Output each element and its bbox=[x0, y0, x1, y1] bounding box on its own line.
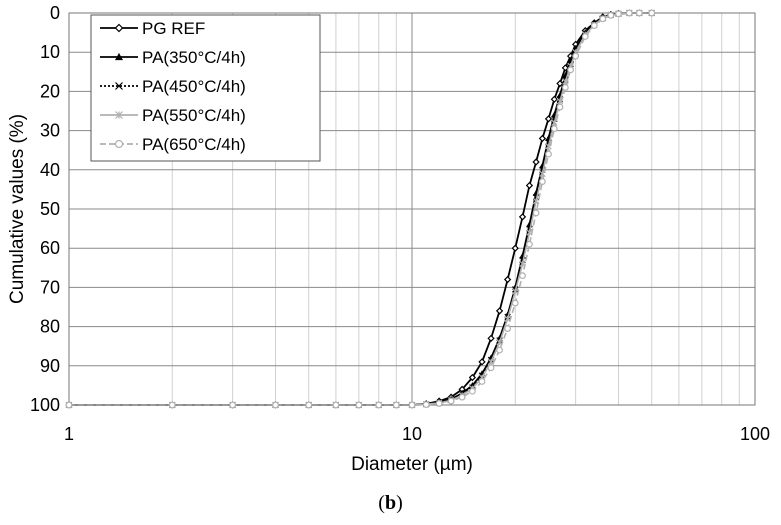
x-axis-title: Diameter (µm) bbox=[351, 454, 473, 475]
y-axis-ticks: 0 10 20 30 40 50 60 70 80 90 100 bbox=[30, 3, 60, 415]
y-tick-label: 20 bbox=[40, 81, 60, 101]
x-tick-label: 100 bbox=[740, 424, 770, 444]
data-point bbox=[550, 95, 558, 103]
caption-letter: b bbox=[384, 492, 397, 514]
data-point bbox=[526, 240, 533, 248]
legend-label: PA(550°C/4h) bbox=[142, 106, 246, 125]
data-point bbox=[648, 9, 656, 17]
data-point bbox=[526, 229, 533, 236]
data-point bbox=[114, 23, 124, 33]
y-tick-label: 70 bbox=[40, 277, 60, 297]
legend-entry: PA(650°C/4h) bbox=[100, 135, 246, 154]
data-point bbox=[458, 393, 466, 401]
legend-entry: PA(550°C/4h) bbox=[100, 106, 246, 125]
legend-entry: PG REF bbox=[100, 19, 205, 38]
series-4 bbox=[65, 9, 656, 409]
data-point bbox=[572, 52, 580, 60]
data-point bbox=[518, 213, 527, 221]
data-point bbox=[408, 401, 416, 409]
data-point bbox=[590, 22, 598, 29]
y-tick-label: 50 bbox=[40, 199, 60, 219]
data-point bbox=[115, 111, 123, 119]
x-tick-label: 1 bbox=[64, 424, 74, 444]
data-point bbox=[355, 401, 363, 409]
data-point bbox=[511, 299, 519, 307]
data-point bbox=[229, 401, 237, 409]
data-point bbox=[114, 139, 124, 149]
legend-box bbox=[90, 14, 321, 162]
series-layer bbox=[65, 9, 656, 409]
y-tick-label: 10 bbox=[40, 42, 60, 62]
data-point bbox=[532, 209, 540, 217]
data-point bbox=[332, 401, 340, 409]
data-point bbox=[305, 401, 313, 409]
figure-caption: (b) bbox=[378, 492, 403, 514]
data-point bbox=[556, 103, 564, 111]
y-tick-label: 0 bbox=[50, 3, 60, 23]
y-tick-label: 90 bbox=[40, 356, 60, 376]
data-point bbox=[635, 9, 643, 17]
data-point bbox=[496, 346, 503, 354]
legend-entry: PA(350°C/4h) bbox=[100, 48, 246, 67]
data-point bbox=[65, 401, 73, 409]
data-point bbox=[468, 387, 476, 395]
y-tick-label: 30 bbox=[40, 121, 60, 141]
data-point bbox=[607, 11, 615, 19]
data-point bbox=[532, 158, 540, 166]
data-point bbox=[599, 15, 607, 23]
data-point bbox=[375, 401, 383, 409]
data-point bbox=[392, 401, 400, 409]
data-point bbox=[487, 364, 495, 372]
legend-label: PA(350°C/4h) bbox=[142, 48, 246, 67]
y-tick-label: 40 bbox=[40, 160, 60, 180]
data-point bbox=[539, 178, 546, 185]
data-point bbox=[478, 378, 486, 385]
legend-label: PA(650°C/4h) bbox=[142, 135, 246, 154]
data-point bbox=[468, 373, 477, 382]
data-point bbox=[447, 397, 455, 405]
data-point bbox=[581, 33, 589, 40]
y-tick-label: 60 bbox=[40, 238, 60, 258]
data-point bbox=[567, 66, 575, 74]
data-point bbox=[478, 358, 486, 366]
x-tick-label: 10 bbox=[402, 424, 422, 444]
y-axis-title: Cumulative values (%) bbox=[7, 114, 28, 304]
data-point bbox=[504, 325, 512, 332]
legend-label: PA(450°C/4h) bbox=[142, 77, 246, 96]
data-point bbox=[561, 84, 569, 91]
data-point bbox=[272, 401, 279, 409]
x-axis-ticks: 1 10 100 bbox=[64, 424, 770, 444]
data-point bbox=[538, 134, 547, 143]
data-point bbox=[556, 79, 564, 88]
y-tick-label: 100 bbox=[30, 395, 60, 415]
data-point bbox=[511, 244, 519, 252]
y-tick-label: 80 bbox=[40, 317, 60, 337]
legend-entry: PA(450°C/4h) bbox=[100, 77, 246, 96]
grid bbox=[69, 13, 755, 405]
data-point bbox=[625, 9, 633, 17]
data-point bbox=[525, 181, 534, 190]
data-point bbox=[545, 150, 552, 158]
data-point bbox=[550, 125, 558, 133]
legend: PG REF PA(350°C/4h) PA(450°C/4h) PA(550°C/4… bbox=[90, 14, 321, 162]
data-point bbox=[503, 275, 512, 284]
data-point bbox=[487, 334, 495, 343]
data-point bbox=[168, 401, 176, 409]
data-point bbox=[114, 52, 124, 61]
data-point bbox=[422, 401, 430, 409]
data-point bbox=[544, 115, 553, 123]
data-point bbox=[615, 10, 622, 18]
data-point bbox=[519, 272, 526, 280]
data-point bbox=[487, 358, 495, 366]
data-point bbox=[435, 400, 443, 407]
data-point bbox=[495, 307, 504, 315]
legend-label: PG REF bbox=[142, 19, 205, 38]
data-point bbox=[115, 82, 123, 90]
